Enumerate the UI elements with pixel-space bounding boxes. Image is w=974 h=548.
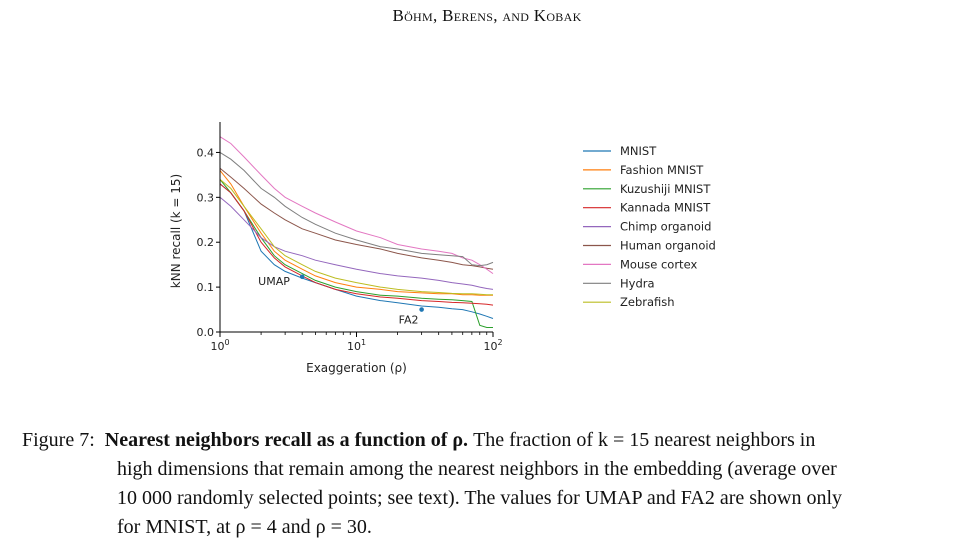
- series-line-4: [219, 196, 494, 290]
- y-axis-label: kNN recall (k = 15): [169, 174, 183, 288]
- axes: 0.0 0.1 0.2 0.3 0.4 100 101 102 Exaggeration (ρ)…: [169, 122, 503, 375]
- legend: MNIST Fashion MNIST Kuzushiji MNIST Kannada…: [583, 144, 716, 309]
- series-line-0: [219, 183, 494, 319]
- caption-label: Figure 7:: [22, 429, 95, 451]
- annotation-point: [299, 274, 305, 280]
- knn-recall-chart: 0.0 0.1 0.2 0.3 0.4 100 101 102 Exaggeration (ρ)…: [169, 122, 716, 375]
- legend-label-3: Kannada MNIST: [620, 201, 711, 215]
- caption-line1: The fraction of k = 15 nearest neighbors…: [473, 429, 816, 451]
- series-line-8: [219, 179, 493, 296]
- legend-label-2: Kuzushiji MNIST: [620, 182, 711, 196]
- legend-label-0: MNIST: [620, 144, 657, 158]
- series-line-7: [219, 151, 494, 267]
- series-line-5: [219, 167, 494, 270]
- legend-label-8: Zebrafish: [620, 295, 675, 309]
- figure-caption: Figure 7: Nearest neighbors recall as a …: [22, 426, 952, 542]
- x-tick-label: 102: [483, 338, 502, 353]
- x-axis-label: Exaggeration (ρ): [306, 361, 407, 375]
- caption-line4: for MNIST, at ρ = 4 and ρ = 30.: [117, 516, 372, 538]
- legend-label-4: Chimp organoid: [620, 220, 711, 234]
- y-tick-label: 0.4: [197, 146, 215, 159]
- annotation-label: UMAP: [258, 275, 290, 288]
- caption-line2: high dimensions that remain among the ne…: [117, 458, 837, 480]
- y-tick-label: 0.0: [197, 326, 215, 339]
- series-line-3: [219, 183, 494, 306]
- y-tick-label: 0.1: [197, 281, 215, 294]
- annotation-label: FA2: [399, 314, 419, 327]
- series-lines: [219, 136, 494, 328]
- legend-label-5: Human organoid: [620, 239, 716, 253]
- annotations: UMAP FA2: [258, 274, 424, 327]
- series-line-6: [219, 136, 494, 275]
- y-tick-label: 0.3: [197, 191, 215, 204]
- running-head: Böhm, Berens, and Kobak: [392, 6, 582, 25]
- series-line-1: [219, 170, 493, 296]
- x-tick-label: 101: [347, 338, 366, 353]
- legend-label-1: Fashion MNIST: [620, 163, 704, 177]
- legend-label-6: Mouse cortex: [620, 257, 697, 271]
- annotation-point: [419, 307, 424, 312]
- series-line-2: [219, 179, 493, 328]
- caption-title: Nearest neighbors recall as a function o…: [104, 429, 469, 451]
- legend-label-7: Hydra: [620, 276, 655, 290]
- y-tick-label: 0.2: [197, 236, 215, 249]
- caption-line3: 10 000 randomly selected points; see tex…: [117, 487, 843, 509]
- x-tick-label: 100: [210, 338, 229, 353]
